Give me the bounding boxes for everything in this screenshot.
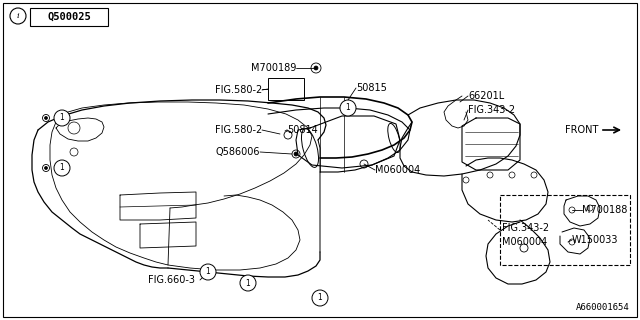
Text: A660001654: A660001654 (576, 303, 630, 312)
Text: FIG.580-2: FIG.580-2 (215, 125, 262, 135)
Circle shape (207, 270, 209, 274)
Text: M060004: M060004 (375, 165, 420, 175)
Text: W150033: W150033 (572, 235, 618, 245)
Text: M700188: M700188 (582, 205, 627, 215)
Text: FIG.660-3: FIG.660-3 (148, 275, 195, 285)
Text: 1: 1 (346, 103, 350, 113)
Circle shape (246, 282, 250, 284)
Bar (30, 8, 108, 26)
Text: FRONT: FRONT (564, 125, 598, 135)
Text: 1: 1 (60, 114, 65, 123)
Circle shape (240, 275, 256, 291)
Circle shape (45, 166, 47, 170)
Circle shape (54, 160, 70, 176)
Text: 66201L: 66201L (468, 91, 504, 101)
Text: 1: 1 (60, 164, 65, 172)
Text: i: i (17, 12, 19, 20)
Circle shape (314, 66, 318, 70)
Text: 50814: 50814 (287, 125, 317, 135)
Bar (500, 195, 630, 265)
Text: Q500025: Q500025 (47, 12, 91, 22)
Text: 50815: 50815 (356, 83, 387, 93)
Text: 1: 1 (246, 278, 250, 287)
Text: Q586006: Q586006 (216, 147, 260, 157)
Text: FIG.343-2: FIG.343-2 (502, 223, 549, 233)
Text: M060004: M060004 (502, 237, 547, 247)
Circle shape (45, 116, 47, 119)
Circle shape (319, 297, 321, 300)
Circle shape (312, 290, 328, 306)
Text: FIG.580-2: FIG.580-2 (215, 85, 262, 95)
Text: 1: 1 (317, 293, 323, 302)
Circle shape (340, 100, 356, 116)
Text: FIG.343-2: FIG.343-2 (468, 105, 515, 115)
Bar (268, 78, 304, 100)
Circle shape (294, 152, 298, 156)
Circle shape (54, 110, 70, 126)
Circle shape (200, 264, 216, 280)
Text: M700189: M700189 (251, 63, 296, 73)
Text: 1: 1 (205, 268, 211, 276)
